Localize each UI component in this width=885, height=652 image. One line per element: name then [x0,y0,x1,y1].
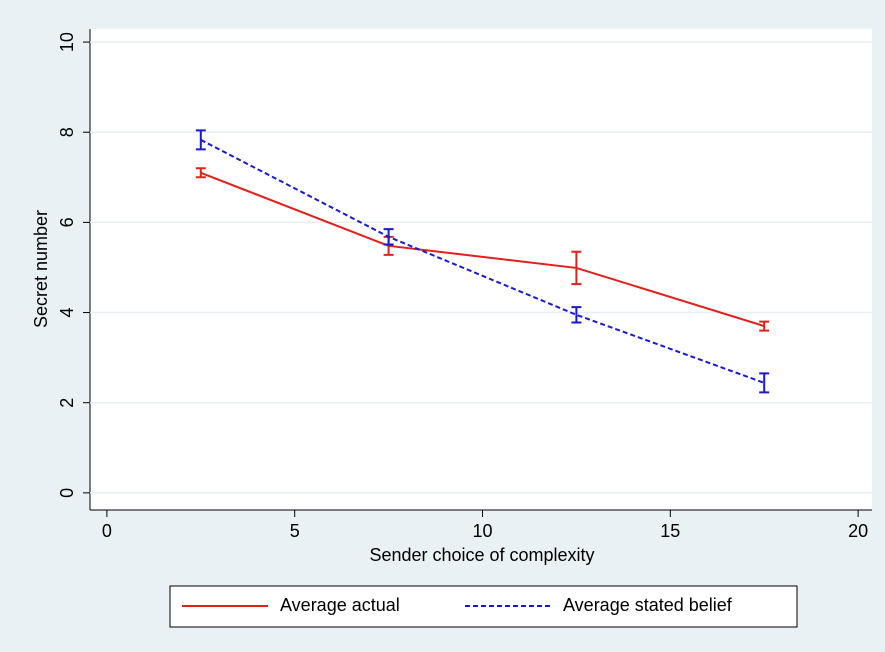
error-bar [759,372,770,394]
y-axis-label: Secret number [31,210,51,328]
error-bar [195,167,206,179]
y-tick-label: 8 [57,127,77,137]
error-bar [759,320,770,332]
y-tick-label: 4 [57,308,77,318]
legend-label: Average stated belief [563,595,733,615]
y-tick-label: 6 [57,217,77,227]
y-tick-label: 2 [57,398,77,408]
legend-label: Average actual [280,595,400,615]
x-tick-label: 20 [848,521,868,541]
x-tick-label: 15 [660,521,680,541]
error-bar [195,129,206,151]
x-axis-label: Sender choice of complexity [369,545,594,565]
x-tick-label: 5 [290,521,300,541]
y-tick-label: 10 [57,32,77,52]
series-line [200,139,765,384]
error-bar [571,306,582,324]
series-line [200,171,765,328]
x-tick-label: 10 [472,521,492,541]
error-bar [383,228,394,246]
error-bar [571,250,582,286]
y-tick-label: 0 [57,488,77,498]
x-tick-label: 0 [102,521,112,541]
plot-area [90,29,872,510]
